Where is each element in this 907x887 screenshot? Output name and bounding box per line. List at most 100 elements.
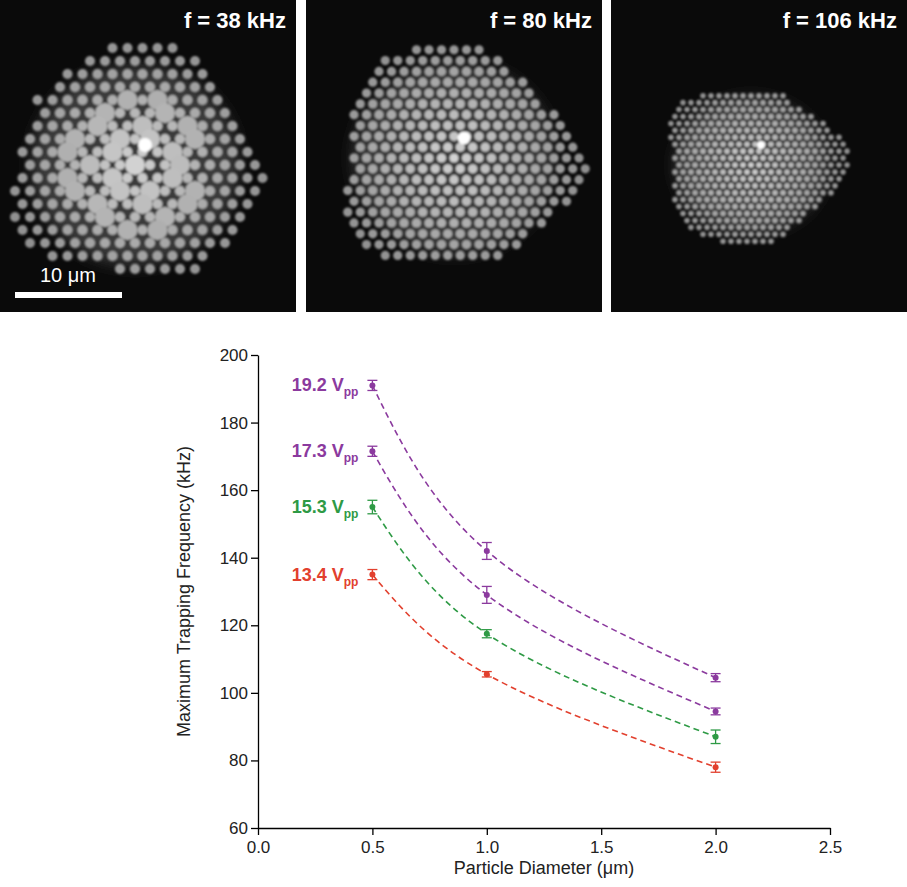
particle (85, 186, 95, 196)
x-tick-mark (715, 828, 716, 835)
particle (776, 155, 782, 161)
particle (732, 231, 738, 237)
particle (55, 134, 65, 144)
particle (696, 197, 702, 203)
error-cap (367, 569, 377, 570)
particle (844, 162, 850, 168)
particle (85, 56, 95, 66)
particle (780, 176, 786, 182)
particle (456, 251, 465, 260)
particle (792, 211, 798, 217)
particle (708, 93, 714, 99)
particle (832, 155, 838, 161)
particle (362, 153, 371, 162)
particle (456, 208, 465, 217)
particle (708, 231, 714, 237)
particle (732, 190, 738, 196)
particle (518, 99, 527, 108)
particle (720, 197, 726, 203)
particle (437, 45, 446, 54)
particle (684, 148, 690, 154)
y-tick-label: 180 (220, 414, 248, 433)
particle (760, 155, 766, 161)
particle (487, 240, 496, 249)
particle (808, 169, 814, 175)
particle (708, 148, 714, 154)
particle (700, 190, 706, 196)
particle (764, 162, 770, 168)
particle (449, 175, 458, 184)
particle (48, 95, 58, 105)
particle (18, 147, 28, 157)
particle (752, 128, 758, 134)
particle (772, 134, 778, 140)
particle (688, 141, 694, 147)
particle (368, 78, 377, 87)
particle (720, 169, 726, 175)
particle (418, 208, 427, 217)
particle (543, 121, 552, 130)
particle (824, 169, 830, 175)
particle (796, 107, 802, 113)
particle (115, 160, 125, 170)
particle (115, 82, 125, 92)
error-bar (711, 730, 721, 744)
particle (840, 169, 846, 175)
particle (462, 218, 471, 227)
particle (349, 132, 358, 141)
particle (816, 128, 822, 134)
particle (381, 143, 390, 152)
particle (78, 147, 88, 157)
particle (462, 240, 471, 249)
particle (374, 88, 383, 97)
data-point (369, 572, 375, 578)
particle (399, 153, 408, 162)
particle (736, 197, 742, 203)
particle (40, 212, 50, 222)
particle (175, 56, 185, 66)
particle (756, 231, 762, 237)
particle (736, 225, 742, 231)
particle (412, 45, 421, 54)
particle (692, 204, 698, 210)
particle (744, 141, 750, 147)
particle (198, 147, 208, 157)
error-cap (367, 513, 377, 514)
particle (796, 134, 802, 140)
particle (449, 67, 458, 76)
particle (537, 175, 546, 184)
particle (387, 240, 396, 249)
particle (716, 121, 722, 127)
particle (462, 67, 471, 76)
particle (708, 190, 714, 196)
particle (243, 199, 253, 209)
error-cap (367, 380, 377, 381)
particle (138, 95, 148, 105)
particle (437, 218, 446, 227)
data-point (369, 504, 375, 510)
particle (568, 164, 577, 173)
particle (412, 175, 421, 184)
y-axis: 6080100120140160180200 (220, 346, 259, 838)
particle (680, 114, 686, 120)
particle (349, 197, 358, 206)
particle (537, 197, 546, 206)
particle (716, 176, 722, 182)
particle (796, 218, 802, 224)
x-tick-mark (601, 828, 602, 835)
particle (506, 78, 515, 87)
particle (732, 148, 738, 154)
particle (456, 56, 465, 65)
particle (784, 100, 790, 106)
particle (190, 212, 200, 222)
particle (836, 134, 842, 140)
particle (474, 175, 483, 184)
particle (676, 190, 682, 196)
particle (792, 155, 798, 161)
particle (800, 197, 806, 203)
particle (243, 147, 253, 157)
particle (160, 186, 170, 196)
particle (744, 183, 750, 189)
particle (468, 251, 477, 260)
particle (764, 218, 770, 224)
